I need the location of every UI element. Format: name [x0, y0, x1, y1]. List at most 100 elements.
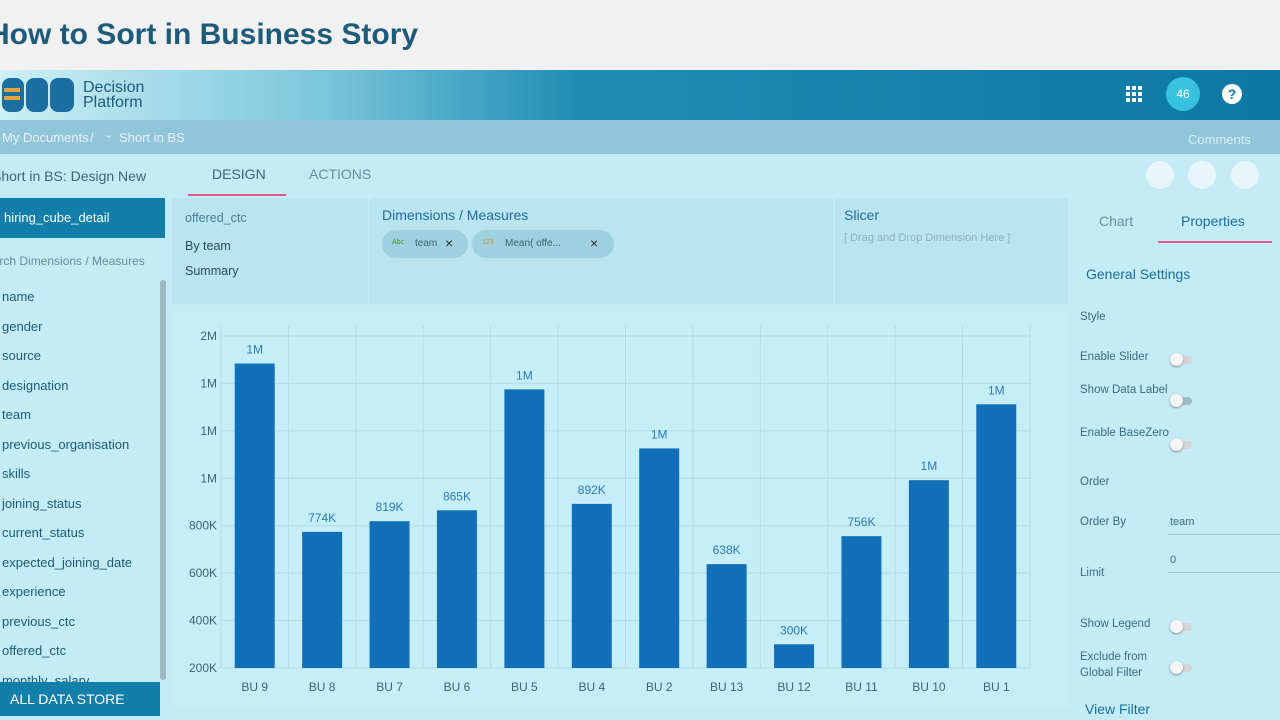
view-item[interactable]: By team — [185, 239, 231, 253]
tab[interactable]: ACTIONS — [309, 166, 372, 182]
logo-line: Platform — [83, 94, 143, 111]
bar — [774, 644, 815, 668]
bar — [302, 531, 343, 668]
y-tick-label: 200K — [189, 661, 217, 675]
bar — [369, 521, 410, 668]
export-button[interactable] — [1188, 161, 1216, 189]
filter-button[interactable] — [1231, 161, 1259, 189]
breadcrumb-bar: My Documents / ⌄ Short in BS Comments — [0, 120, 1280, 154]
search-box[interactable]: Search Dimensions / Measures — [0, 248, 150, 272]
video-title-bar: How to Sort in Business Story — [0, 0, 1280, 70]
chevron: ⌄ — [104, 129, 114, 141]
logo-text: Decision Platform — [83, 79, 145, 111]
field-item[interactable]: team — [2, 407, 31, 422]
field-item[interactable]: skills — [2, 466, 31, 481]
apps-icon[interactable] — [1126, 86, 1144, 104]
setting-label: Order By — [1080, 516, 1127, 528]
chip-label: Mean( offe... — [505, 238, 561, 249]
video-title: How to Sort in Business Story — [0, 18, 419, 51]
story-title: Short in BS: Design New — [0, 168, 147, 184]
svg-text:?: ? — [1228, 86, 1237, 102]
x-tick-label: BU 10 — [912, 680, 946, 694]
x-tick-label: BU 4 — [578, 680, 605, 694]
cube-header[interactable]: hiring_cube_detail — [0, 198, 165, 238]
chip-label: team — [415, 238, 438, 249]
bar — [234, 363, 275, 668]
field-item[interactable]: monthly_salary — [2, 672, 90, 683]
order-by-value[interactable]: team — [1170, 516, 1195, 528]
tab[interactable]: Chart — [1099, 213, 1134, 229]
breadcrumb-separator: / — [90, 130, 94, 145]
y-tick-label: 2M — [200, 329, 217, 343]
data-label: 865K — [443, 489, 471, 503]
toggle[interactable] — [1170, 353, 1192, 366]
scrollbar[interactable] — [160, 280, 166, 680]
field-item[interactable]: previous_organisation — [2, 436, 130, 452]
bar — [504, 389, 545, 668]
x-tick-label: BU 5 — [511, 680, 538, 694]
notification-badge[interactable]: 46 — [1166, 77, 1200, 111]
setting-label: Order — [1080, 476, 1110, 488]
chip[interactable]: Abc team × — [382, 230, 468, 258]
y-tick-label: 1M — [200, 376, 217, 390]
field-item[interactable]: gender — [2, 318, 43, 334]
button-label: ALL DATA STORE — [10, 691, 125, 707]
y-tick-label: 400K — [189, 614, 217, 628]
tab-active[interactable]: Properties — [1181, 213, 1245, 229]
x-tick-label: BU 8 — [309, 680, 336, 694]
bar — [908, 480, 949, 668]
x-tick-label: BU 12 — [777, 680, 811, 694]
app-bar: Decision Platform 46 ? — [0, 70, 1280, 120]
bar — [976, 404, 1017, 668]
dimensions-panel: Dimensions / Measures Abc team × 123 Mea… — [370, 198, 833, 304]
x-tick-label: BU 6 — [444, 680, 471, 694]
setting-label: Enable Slider — [1080, 351, 1149, 363]
x-tick-label: BU 1 — [983, 680, 1010, 694]
breadcrumb[interactable]: My Documents — [2, 130, 89, 145]
field-item[interactable]: designation — [2, 377, 69, 393]
comments[interactable]: Comments — [1188, 132, 1251, 147]
toggle[interactable] — [1170, 394, 1192, 407]
breadcrumb[interactable]: Short in BS — [119, 130, 185, 145]
data-label: 300K — [780, 623, 808, 637]
tab-active[interactable]: DESIGN — [212, 166, 266, 182]
chip-remove[interactable]: × — [445, 235, 454, 251]
panel-title: Slicer — [844, 207, 880, 223]
x-tick-label: BU 2 — [646, 680, 673, 694]
view-filter[interactable]: View Filter — [1085, 701, 1151, 717]
data-label: 1M — [246, 343, 263, 357]
field-item[interactable]: previous_ctc — [2, 613, 75, 629]
toggle[interactable] — [1170, 438, 1192, 451]
field-item[interactable]: expected_joining_date — [2, 554, 133, 570]
bar — [639, 448, 680, 668]
data-store-button[interactable]: ALL DATA STORE — [0, 682, 160, 716]
data-label: 819K — [376, 500, 404, 514]
field-item[interactable]: offered_ctc — [2, 643, 67, 658]
x-tick-label: BU 9 — [241, 680, 268, 694]
chip-remove[interactable]: × — [590, 235, 599, 251]
field-item[interactable]: source — [2, 348, 42, 363]
x-tick-label: BU 7 — [376, 680, 403, 694]
section-title: General Settings — [1086, 266, 1191, 282]
view-item[interactable]: offered_ctc — [185, 211, 247, 225]
field-item[interactable]: name — [2, 289, 35, 304]
back-button[interactable] — [1146, 161, 1174, 189]
y-tick-label: 1M — [200, 424, 217, 438]
toggle[interactable] — [1170, 661, 1192, 674]
help-icon[interactable]: ? — [1221, 83, 1243, 105]
panel-title: Dimensions / Measures — [382, 207, 529, 223]
data-label: 1M — [516, 368, 533, 382]
view-list: offered_ctc By team Summary — [172, 198, 368, 304]
field-item[interactable]: joining_status — [2, 495, 82, 511]
chip[interactable]: 123 Mean( offe... × — [472, 230, 614, 258]
setting-label: Enable BaseZero — [1080, 427, 1169, 439]
toggle[interactable] — [1170, 620, 1192, 633]
tab-bar: Short in BS: Design New DESIGN ACTIONS — [0, 154, 1280, 196]
view-item[interactable]: Summary — [185, 264, 239, 278]
slicer-hint: [ Drag and Drop Dimension Here ] — [844, 232, 1011, 244]
field-item[interactable]: experience — [2, 584, 66, 599]
field-item[interactable]: current_status — [2, 525, 85, 540]
limit-value[interactable]: 0 — [1170, 554, 1177, 566]
logo-line: Decision — [83, 79, 145, 96]
